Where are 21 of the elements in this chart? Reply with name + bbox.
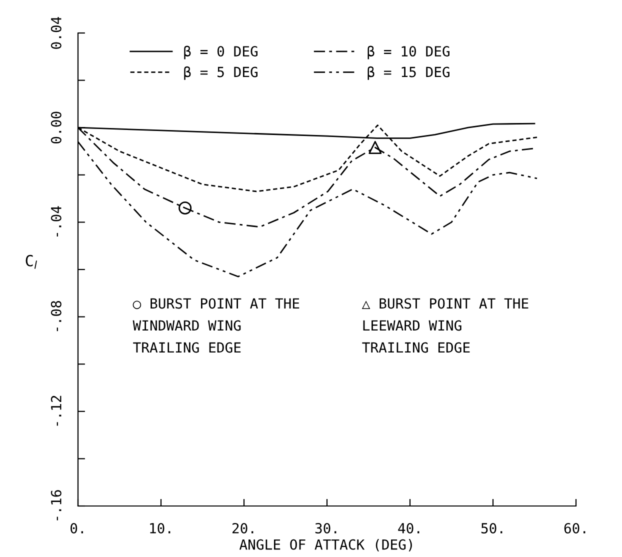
annotation: ○ BURST POINT AT THE WINDWARD WING TRAILING EDGE: [132, 298, 300, 353]
x-tick-label: 0.: [70, 522, 84, 534]
x-tick-label: 50.: [481, 522, 502, 534]
x-tick-label: 30.: [315, 522, 336, 534]
x-tick-label: 20.: [232, 522, 254, 534]
y-tick-label: 0.00: [50, 112, 62, 144]
legend-label: β = 15 DEG: [368, 66, 450, 80]
x-tick-label: 10.: [150, 522, 170, 534]
legend-label: β = 10 DEG: [368, 46, 450, 60]
legend-label: β = 5 DEG: [184, 66, 258, 80]
y-tick-label: -.08: [50, 300, 62, 332]
y-axis-title: C$_{l}$: [26, 254, 37, 269]
x-tick-label: 40.: [398, 522, 420, 534]
legend-label: β = 0 DEG: [184, 46, 258, 60]
y-tick-label: 0.04: [50, 16, 62, 49]
x-axis-title: ANGLE OF ATTACK (DEG): [239, 539, 412, 552]
y-tick-label: -.12: [50, 396, 62, 426]
annotation: △ BURST POINT AT THE LEEWARD WING TRAILING EDGE: [362, 298, 528, 353]
y-tick-label: -.16: [50, 490, 62, 520]
x-tick-label: 60.: [564, 522, 586, 534]
y-tick-label: -.04: [50, 206, 62, 237]
